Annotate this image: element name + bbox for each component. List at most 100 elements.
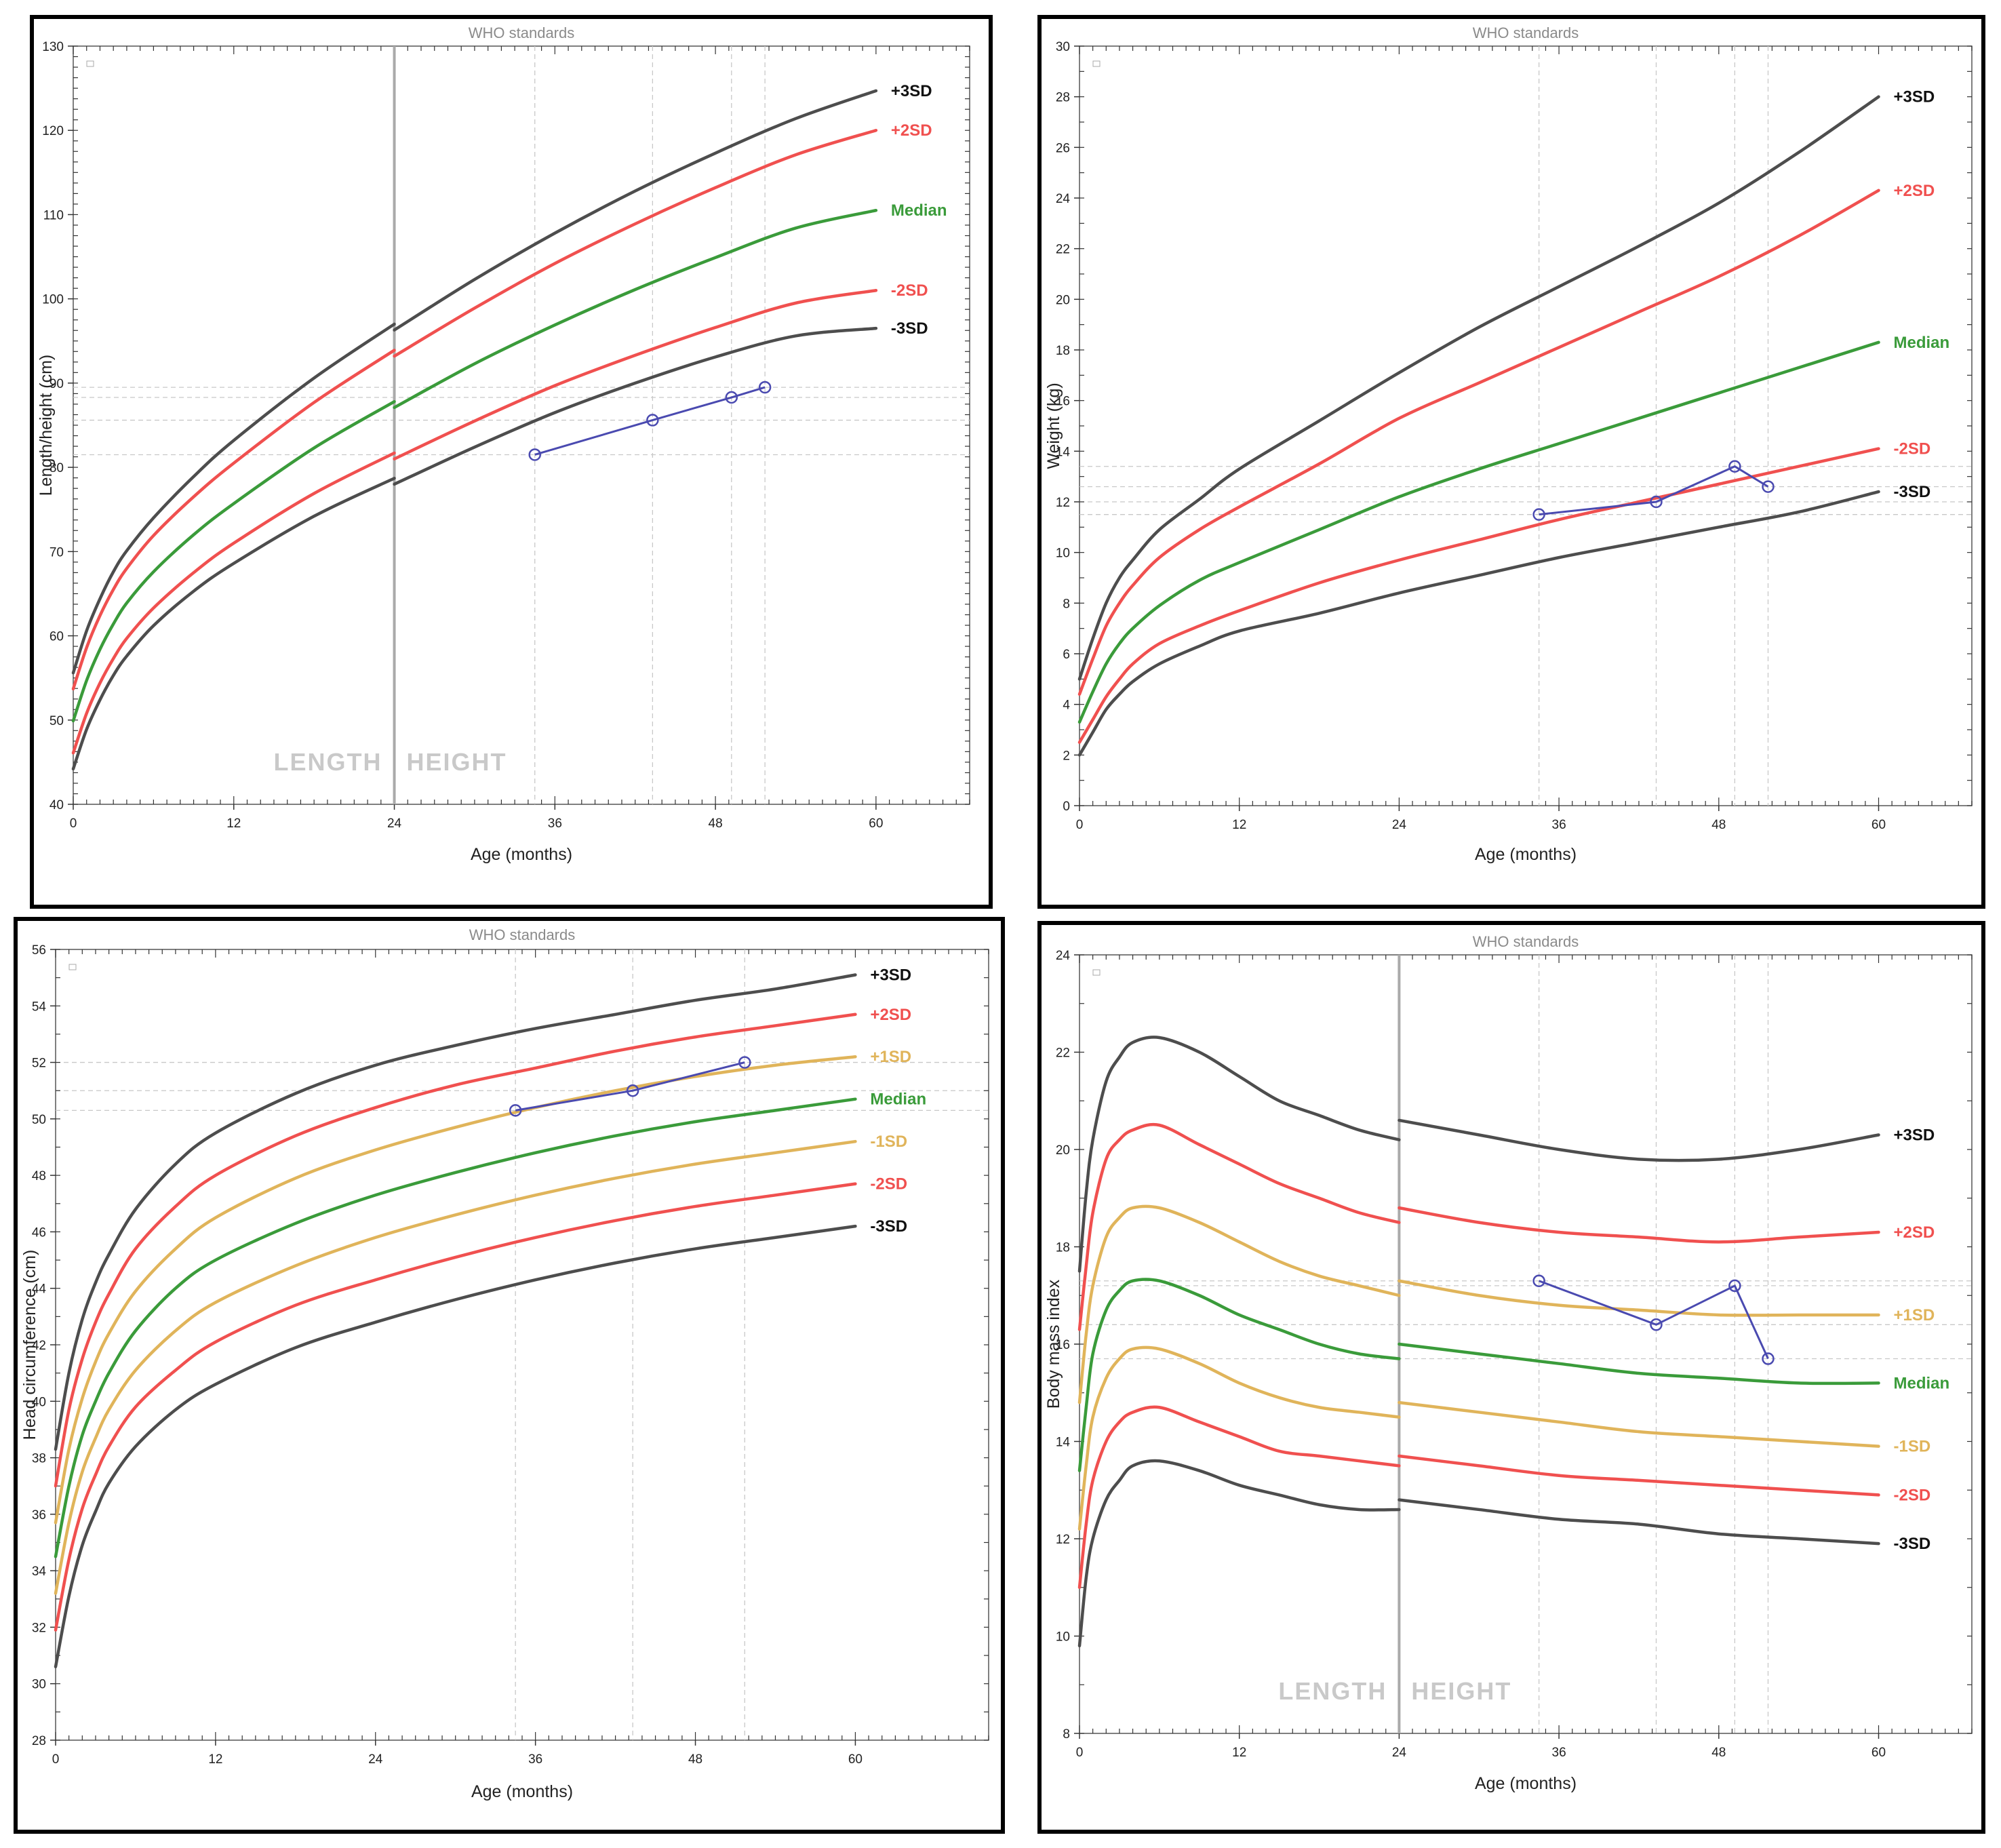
y-axis-label: Length/height (cm): [37, 355, 56, 496]
curve-minus2sd: [393, 288, 878, 460]
series-label-plus2sd: +2SD: [891, 121, 932, 140]
height-label: HEIGHT: [407, 748, 507, 776]
series-label-plus2sd: +2SD: [870, 1006, 911, 1024]
x-tick-label: 36: [1552, 1746, 1566, 1760]
y-tick-label: 100: [42, 293, 64, 307]
y-tick-label: 22: [1056, 1046, 1070, 1061]
patient-trajectory: [1539, 465, 1769, 516]
series-label-minus3sd: -3SD: [870, 1217, 907, 1236]
y-tick-label: 42: [32, 1339, 46, 1353]
y-tick-label: 54: [32, 1000, 47, 1014]
series-label-plus2sd: +2SD: [1894, 1223, 1935, 1242]
x-tick-label: 12: [1232, 818, 1246, 832]
patient-measurement-point: [1532, 1274, 1545, 1287]
x-tick-label: 48: [709, 817, 723, 831]
series-label-plus1sd: +1SD: [870, 1048, 911, 1066]
curve-plus3sd: [1398, 1118, 1880, 1162]
y-tick-label: 24: [1056, 949, 1071, 963]
patient-trajectory: [534, 386, 766, 456]
chart-title: WHO standards: [1473, 933, 1579, 950]
plot-frame: [55, 949, 989, 1741]
curve-plus2sd: [1077, 1122, 1401, 1331]
y-tick-label: 6: [1063, 648, 1070, 662]
patient-measurement-point: [1650, 495, 1663, 509]
patient-measurement-point: [509, 1104, 522, 1117]
y-tick-label: 60: [49, 630, 64, 644]
series-label-minus3sd: -3SD: [1894, 483, 1931, 501]
series-label-median: Median: [1894, 334, 1950, 352]
curve-minus1sd: [1398, 1400, 1880, 1448]
x-axis-label: Age (months): [471, 845, 572, 864]
x-tick-label: 48: [688, 1752, 702, 1767]
y-tick-label: 14: [1056, 1436, 1071, 1450]
y-tick-label: 14: [1056, 445, 1071, 459]
series-label-minus3sd: -3SD: [891, 319, 928, 338]
y-tick-label: 52: [32, 1057, 46, 1071]
x-tick-label: 12: [1232, 1746, 1246, 1760]
y-tick-label: 26: [1056, 141, 1070, 155]
legend-box-icon: [1092, 969, 1101, 976]
curve-minus2sd: [54, 1182, 857, 1632]
patient-measurement-point: [1728, 1279, 1741, 1293]
x-tick-label: 0: [52, 1752, 60, 1767]
x-tick-label: 24: [1392, 1746, 1407, 1760]
chart-title: WHO standards: [469, 24, 575, 41]
x-tick-label: 60: [869, 817, 883, 831]
y-tick-label: 8: [1063, 597, 1070, 611]
x-tick-label: 48: [1711, 1746, 1726, 1760]
legend-box-icon: [68, 964, 77, 970]
curve-minus2sd: [71, 451, 396, 755]
series-label-plus1sd: +1SD: [1894, 1306, 1935, 1324]
y-axis-label: Weight (kg): [1044, 382, 1063, 469]
y-tick-label: 22: [1056, 243, 1070, 257]
chart-title: WHO standards: [1473, 24, 1579, 41]
y-tick-label: 12: [1056, 496, 1070, 510]
y-tick-label: 18: [1056, 344, 1070, 358]
y-tick-label: 20: [1056, 293, 1070, 307]
curve-median: [393, 208, 878, 410]
length-height-chart: 0 12 24 36 48 60 40 50 60 70 80 90 100 110 120 130 WHO s…: [37, 24, 970, 864]
y-axis-label: Head circumference (cm): [20, 1250, 39, 1440]
curve-minus1sd: [1077, 1345, 1401, 1531]
curve-median: [1398, 1342, 1880, 1385]
curve-minus3sd: [54, 1224, 857, 1668]
head-circumference-chart: 0 12 24 36 48 60 28 30 32 34 36 38 40 42 44 46 48 50 52 54 5…: [20, 926, 989, 1801]
series-label-median: Median: [1894, 1374, 1950, 1392]
x-tick-label: 0: [1076, 818, 1084, 832]
x-tick-label: 0: [1076, 1746, 1084, 1760]
x-tick-label: 24: [387, 817, 402, 831]
y-tick-label: 10: [1056, 1630, 1070, 1645]
y-tick-label: 8: [1063, 1727, 1070, 1742]
y-tick-label: 130: [42, 40, 64, 54]
x-tick-label: 24: [368, 1752, 383, 1767]
y-tick-label: 80: [49, 461, 64, 475]
legend-box-icon: [86, 60, 94, 67]
curve-plus1sd: [1398, 1279, 1880, 1317]
y-axis-label: Body mass index: [1044, 1279, 1063, 1409]
curve-plus3sd: [393, 89, 878, 332]
patient-measurement-point: [725, 391, 738, 404]
y-tick-label: 50: [49, 714, 64, 728]
length-height-chart-panel: 0 12 24 36 48 60 40 50 60 70 80 90 100 110 120 130 WHO s…: [30, 15, 993, 909]
weight-chart-panel: 0 12 24 36 48 60 0 2 4 6 8 10 12 14 16 18 20 22 24 26 28 30 WH…: [1037, 15, 1985, 909]
x-tick-label: 36: [1552, 818, 1566, 832]
x-tick-label: 36: [548, 817, 562, 831]
patient-measurement-point: [528, 448, 541, 461]
bmi-chart-panel: 0 12 24 36 48 60 8 10 12 14 16 18 20 22 24 WHO standard…: [1037, 921, 1985, 1834]
y-tick-label: 4: [1063, 699, 1070, 713]
curve-median: [71, 399, 396, 723]
curve-median: [54, 1097, 857, 1558]
height-label: HEIGHT: [1411, 1677, 1511, 1705]
patient-trajectory: [1539, 1280, 1769, 1360]
patient-measurement-point: [1762, 480, 1775, 493]
x-tick-label: 36: [528, 1752, 542, 1767]
plot-frame: [1079, 954, 1973, 1734]
curve-median: [1077, 340, 1880, 724]
curve-minus3sd: [1077, 1459, 1401, 1648]
y-tick-label: 30: [1056, 40, 1070, 54]
y-tick-label: 48: [32, 1169, 46, 1183]
y-tick-label: 12: [1056, 1533, 1070, 1547]
weight-chart: 0 12 24 36 48 60024681012141618202224262830WH…: [1044, 24, 1973, 864]
series-label-minus1sd: -1SD: [1894, 1438, 1931, 1456]
series-label-plus3sd: +3SD: [1894, 88, 1935, 106]
